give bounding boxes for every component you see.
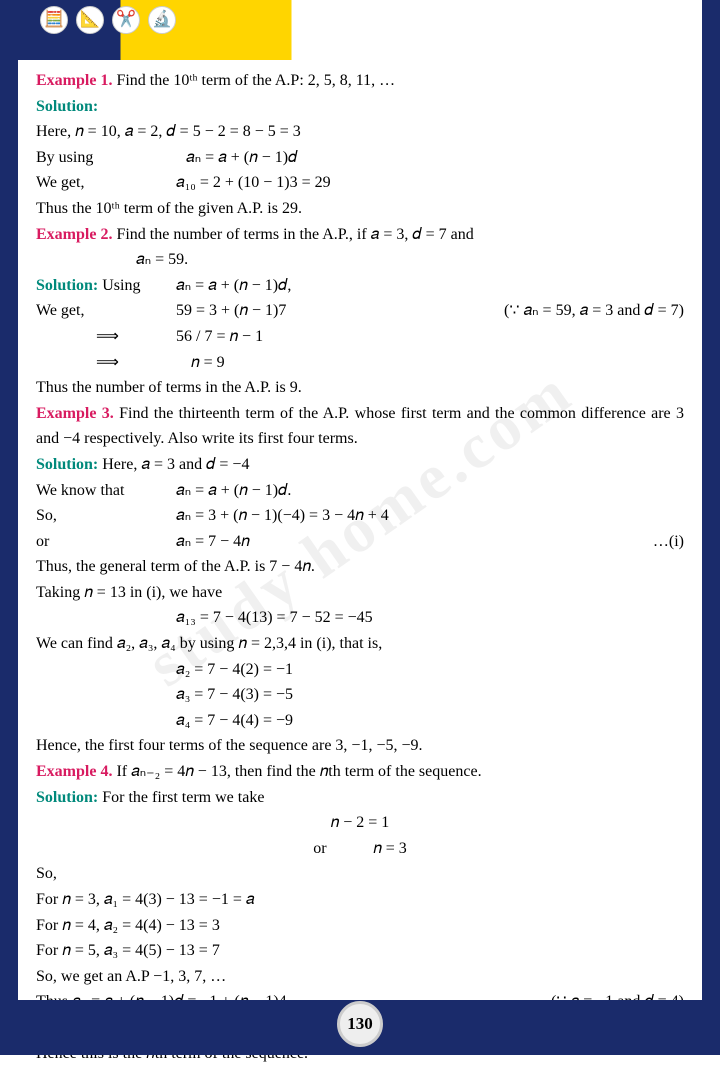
ex4-l5: For 𝑛 = 3, 𝑎₁ = 4(3) − 13 = −1 = 𝑎: [36, 887, 684, 913]
ex2-l4: 𝑛 = 9: [191, 350, 225, 376]
ex3-l7: 𝑎₁₃ = 7 − 4(13) = 7 − 52 = −45: [36, 605, 684, 631]
ex4-l4: So,: [36, 861, 684, 887]
ex2-l1a: Using: [98, 277, 140, 294]
page-content: Example 1. Find the 10ᵗʰ term of the A.P…: [36, 68, 684, 995]
ex4-l3a: or: [313, 836, 373, 862]
ex1-l2a: By using: [36, 149, 93, 166]
ex3-l11: 𝑎₄ = 7 − 4(4) = −9: [36, 708, 684, 734]
ex2-l5: Thus the number of terms in the A.P. is …: [36, 375, 684, 401]
example-4-label: Example 4.: [36, 763, 112, 780]
ex3-l4a: or: [36, 533, 49, 550]
ex2-l3: 56 / 7 = 𝑛 − 1: [176, 324, 263, 350]
calculator-icon: 🧮: [40, 6, 68, 34]
example-3-q: Find the thirteenth term of the A.P. who…: [36, 405, 684, 448]
solution-1-label: Solution:: [36, 98, 98, 115]
ex4-l7: For 𝑛 = 5, 𝑎₃ = 4(5) − 13 = 7: [36, 938, 684, 964]
ex2-l1b: 𝑎ₙ = 𝑎 + (𝑛 − 1)𝑑,: [176, 273, 291, 299]
page-number-badge: 130: [337, 1001, 383, 1047]
ex3-l8: We can find 𝑎₂, 𝑎₃, 𝑎₄ by using 𝑛 = 2,3,…: [36, 631, 684, 657]
ex1-l4: Thus the 10ᵗʰ term of the given A.P. is …: [36, 196, 684, 222]
solution-2-label: Solution:: [36, 277, 98, 294]
ex4-l1: For the first term we take: [98, 789, 264, 806]
ex4-l3b: 𝑛 = 3: [373, 840, 407, 857]
frame-right: [702, 0, 720, 1055]
ex4-l2: 𝑛 − 2 = 1: [36, 810, 684, 836]
tool-icons: 🧮 📐 ✂️ 🔬: [40, 6, 176, 34]
ex3-l2b: 𝑎ₙ = 𝑎 + (𝑛 − 1)𝑑.: [176, 478, 291, 504]
ex3-l9: 𝑎₂ = 7 − 4(2) = −1: [36, 657, 684, 683]
ex3-l2a: We know that: [36, 482, 124, 499]
ex2-q2: 𝑎ₙ = 59.: [36, 247, 684, 273]
example-1-q: Find the 10ᵗʰ term of the A.P: 2, 5, 8, …: [112, 72, 395, 89]
ex1-l2b: 𝑎ₙ = 𝑎 + (𝑛 − 1)𝑑: [186, 145, 297, 171]
solution-3-label: Solution:: [36, 456, 98, 473]
ex4-l6: For 𝑛 = 4, 𝑎₂ = 4(4) − 13 = 3: [36, 913, 684, 939]
example-4-q: If 𝑎ₙ₋₂ = 4𝑛 − 13, then find the 𝑛th ter…: [112, 763, 481, 780]
ruler-icon: 📐: [76, 6, 104, 34]
ex3-l4b: 𝑎ₙ = 7 − 4𝑛: [176, 529, 250, 555]
ex3-l4c: …(i): [653, 529, 684, 555]
ex3-l5: Thus, the general term of the A.P. is 7 …: [36, 554, 684, 580]
ex1-l3b: 𝑎₁₀ = 2 + (10 − 1)3 = 29: [176, 170, 331, 196]
solution-4-label: Solution:: [36, 789, 98, 806]
compass-icon: ✂️: [112, 6, 140, 34]
ex3-l10: 𝑎₃ = 7 − 4(3) = −5: [36, 682, 684, 708]
ex1-l1a: Here,: [36, 123, 75, 140]
ex3-l6: Taking 𝑛 = 13 in (i), we have: [36, 580, 684, 606]
ex3-l3b: 𝑎ₙ = 3 + (𝑛 − 1)(−4) = 3 − 4𝑛 + 4: [176, 503, 389, 529]
ex2-l2a: We get,: [36, 302, 84, 319]
example-2-q: Find the number of terms in the A.P., if…: [112, 226, 473, 243]
ex3-l3a: So,: [36, 507, 57, 524]
example-3-label: Example 3.: [36, 405, 114, 422]
ex4-l8: So, we get an A.P −1, 3, 7, …: [36, 964, 684, 990]
example-2-label: Example 2.: [36, 226, 112, 243]
ex2-l2b: 59 = 3 + (𝑛 − 1)7: [176, 298, 286, 324]
frame-left: [0, 0, 18, 1055]
ex2-l2c: (∵ 𝑎ₙ = 59, 𝑎 = 3 and 𝑑 = 7): [504, 298, 684, 324]
ex1-l1b: 𝑛 = 10, 𝑎 = 2, 𝑑 = 5 − 2 = 8 − 5 = 3: [75, 123, 301, 140]
ex3-l1: Here, 𝑎 = 3 and 𝑑 = −4: [98, 456, 249, 473]
example-1-label: Example 1.: [36, 72, 112, 89]
ex1-l3a: We get,: [36, 174, 84, 191]
ex3-l12: Hence, the first four terms of the seque…: [36, 733, 684, 759]
microscope-icon: 🔬: [148, 6, 176, 34]
